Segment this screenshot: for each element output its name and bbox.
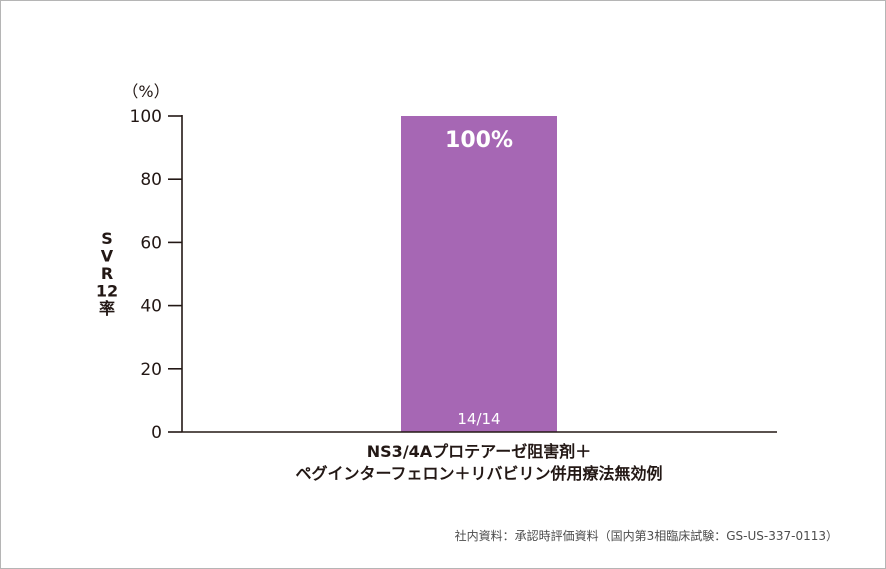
y-tick-label: 100	[130, 107, 162, 127]
x-category-label: NS3/4Aプロテアーゼ阻害剤＋	[367, 442, 591, 461]
y-tick-label: 40	[140, 297, 162, 317]
source-note: 社内資料：承認時評価資料（国内第3相臨床試験：GS-US-337-0113）	[455, 528, 838, 543]
y-tick-label: 60	[140, 233, 162, 253]
y-axis-label-char: V	[101, 247, 114, 266]
bars: 100% 14/14	[401, 116, 557, 432]
y-unit-label: （%）	[122, 82, 169, 101]
bar	[401, 116, 557, 432]
y-axis-label-char: S	[101, 229, 113, 248]
y-axis-label-char: R	[101, 264, 113, 283]
x-category-label: ペグインターフェロン＋リバビリン併用療法無効例	[295, 464, 662, 483]
y-axis-label-char: 12	[96, 282, 118, 301]
y-tick-label: 20	[140, 360, 162, 380]
y-tick-label: 80	[140, 170, 162, 190]
y-axis-ticks: 0 20 40 60 80 100	[130, 107, 182, 443]
x-category-labels: NS3/4Aプロテアーゼ阻害剤＋ ペグインターフェロン＋リバビリン併用療法無効例	[295, 442, 662, 483]
y-tick-label: 0	[151, 423, 162, 443]
y-axis-label-char: 率	[99, 299, 115, 318]
bar-n-label: 14/14	[457, 410, 500, 428]
bar-value-label: 100%	[445, 128, 513, 153]
